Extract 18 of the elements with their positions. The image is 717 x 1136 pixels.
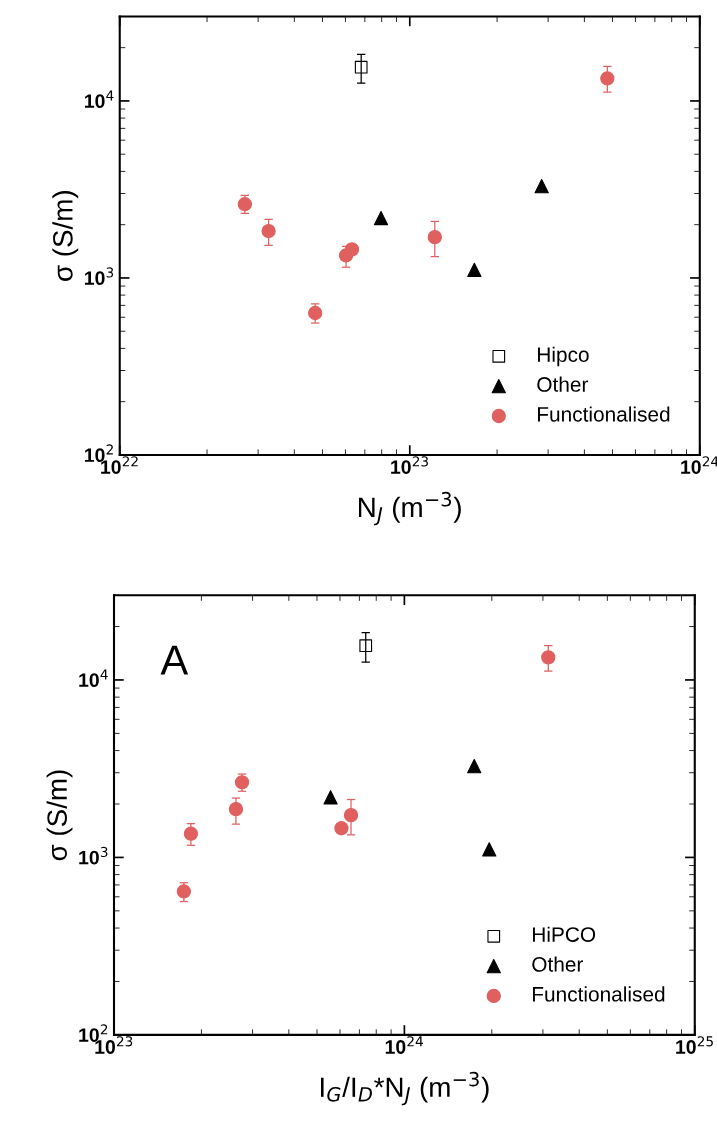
y-tick-label: 10$^{3}$ <box>84 267 114 286</box>
x-tick-label: 10$^{23}$ <box>391 456 428 474</box>
legend-label: HiPCO <box>532 926 596 942</box>
legend-label: Other <box>537 376 589 392</box>
y-tick-label: 10$^{4}$ <box>84 90 114 109</box>
y-axis-title: σ (S/m) <box>46 770 73 861</box>
y-tick-label: 10$^{3}$ <box>79 846 108 865</box>
text: I$_{G}$/I$_{D}$*N$_{J}$ (m$^{−3}$) <box>320 1071 489 1106</box>
legend-label: Functionalised <box>538 406 670 422</box>
legend-label: Other <box>532 956 584 972</box>
annotation: A <box>160 645 189 675</box>
x-tick-label: 10$^{24}$ <box>385 1036 423 1054</box>
x-tick-label: 10$^{25}$ <box>676 1036 713 1054</box>
x-axis-title: N$_{J}$ (m$^{−3}$) <box>358 491 461 526</box>
y-tick-label: 10$^{4}$ <box>79 669 108 688</box>
legend-label: Functionalised <box>532 986 665 1002</box>
legend-label: Hipco <box>538 346 589 367</box>
y-axis-title: σ (S/m) <box>52 191 79 281</box>
